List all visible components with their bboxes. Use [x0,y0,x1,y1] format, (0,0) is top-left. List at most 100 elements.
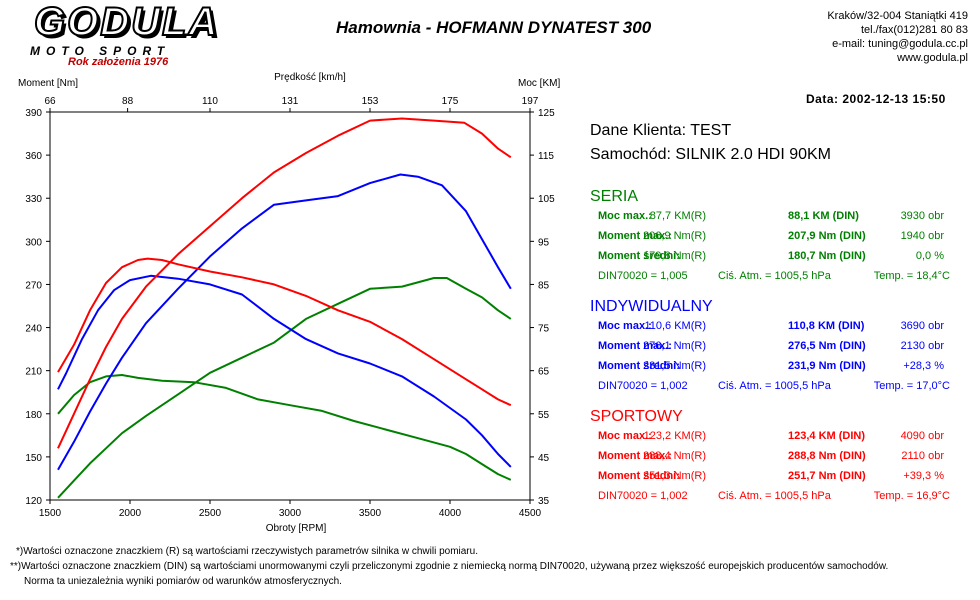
temperature: Temp. = 16,9°C [873,490,950,502]
result-row: Moc max.: 123,2 KM(R) 123,4 KM (DIN) 409… [598,430,958,446]
footnote-din: **)Wartości oznaczone znaczkiem (DIN) są… [10,561,889,572]
y-left-tick-label: 240 [25,324,42,335]
top-tick-label: 110 [202,96,218,107]
temperature: Temp. = 17,0°C [873,380,950,392]
phone: tel./fax(012)281 80 83 [860,24,968,36]
row-value-din: 180,7 Nm (DIN) [788,250,866,262]
row-value-extra: 2130 obr [900,340,944,352]
row-value-extra: +28,3 % [903,360,944,372]
series-seria-power [57,277,512,499]
email-link[interactable]: e-mail: tuning@godula.cc.pl [832,38,968,50]
y-right-tick-label: 85 [538,280,550,291]
result-row: Moc max.: 110,6 KM(R) 110,8 KM (DIN) 369… [598,320,958,336]
section-title-sportowy: SPORTOWY [590,408,683,425]
y-left-tick-label: 360 [25,151,42,162]
top-tick-label: 197 [522,96,539,107]
section-title-seria: SERIA [590,188,639,205]
atm-pressure: Ciś. Atm. = 1005,5 hPa [718,490,831,502]
top-tick-label: 88 [122,96,134,107]
row-value-r: 87,7 KM(R) [649,210,706,222]
result-row: Moment średni: 251,3 Nm(R) 251,7 Nm (DIN… [598,470,958,486]
row-value-din: 276,5 Nm (DIN) [788,340,866,352]
row-value-r: 288,4 Nm(R) [643,450,706,462]
result-row: Moment max.: 276,1 Nm(R) 276,5 Nm (DIN) … [598,340,958,356]
row-value-din: 123,4 KM (DIN) [788,430,866,442]
row-label: Moc max.: [598,430,652,442]
atm-pressure: Ciś. Atm. = 1005,5 hPa [718,270,831,282]
series-sportowy-torque [57,257,512,407]
row-label: Moc max.: [598,210,652,222]
y-right-tick-label: 65 [538,367,550,378]
x-tick-label: 4500 [519,508,542,519]
row-value-extra: 3930 obr [900,210,944,222]
row-value-r: 276,1 Nm(R) [643,340,706,352]
y-right-tick-label: 125 [538,108,555,119]
x-tick-label: 1500 [39,508,62,519]
top-tick-label: 131 [282,96,299,107]
row-label: Moment max.: [598,340,672,352]
row-value-extra: 3690 obr [900,320,944,332]
x-tick-label: 3500 [359,508,382,519]
row-value-din: 231,9 Nm (DIN) [788,360,866,372]
result-row: Moc max.: 87,7 KM(R) 88,1 KM (DIN) 3930 … [598,210,958,226]
series-indywidualny-torque [57,274,512,468]
y-left-tick-label: 180 [25,410,42,421]
series-seria-torque [57,374,512,481]
y-left-tick-label: 150 [25,453,42,464]
result-row: Moment max.: 206,9 Nm(R) 207,9 Nm (DIN) … [598,230,958,246]
y-right-tick-label: 55 [538,410,550,421]
din-row: DIN70020 = 1,002 Ciś. Atm. = 1005,5 hPa … [598,490,958,506]
row-value-extra: 4090 obr [900,430,944,442]
row-value-din: 207,9 Nm (DIN) [788,230,866,242]
y-left-tick-label: 120 [25,496,42,507]
row-value-r: 179,8 Nm(R) [643,250,706,262]
x-axis-label: Obroty [RPM] [266,523,327,534]
footnote-norm: Norma ta uniezależnia wyniki pomiarów od… [24,576,342,587]
din-row: DIN70020 = 1,005 Ciś. Atm. = 1005,5 hPa … [598,270,958,286]
x-tick-label: 2000 [119,508,142,519]
logo: GODULA [33,0,220,44]
x-tick-label: 4000 [439,508,462,519]
top-tick-label: 175 [442,96,459,107]
address: Kraków/32-004 Staniątki 419 [827,10,968,22]
client-name: Dane Klienta: TEST [590,122,732,139]
row-value-extra: +39,3 % [903,470,944,482]
row-value-din: 251,7 Nm (DIN) [788,470,866,482]
test-date: Data: 2002-12-13 15:50 [806,92,946,106]
y-left-tick-label: 300 [25,237,42,248]
y-right-tick-label: 105 [538,194,555,205]
page-title: Hamownia - HOFMANN DYNATEST 300 [336,18,652,37]
row-value-r: 206,9 Nm(R) [643,230,706,242]
y-left-tick-label: 270 [25,280,42,291]
founded-year: Rok założenia 1976 [68,56,169,68]
result-row: Moment średni: 231,5 Nm(R) 231,9 Nm (DIN… [598,360,958,376]
y-left-tick-label: 210 [25,367,42,378]
footnote-r: *)Wartości oznaczone znaczkiem (R) są wa… [16,546,478,557]
din-factor: DIN70020 = 1,002 [598,380,688,392]
row-label: Moment max.: [598,230,672,242]
row-value-extra: 0,0 % [915,250,944,262]
website-link[interactable]: www.godula.pl [897,52,968,64]
series-indywidualny-power [57,173,512,471]
row-value-r: 110,6 KM(R) [644,320,706,332]
row-label: Moment średni: [598,360,680,372]
row-value-din: 110,8 KM (DIN) [788,320,865,332]
din-factor: DIN70020 = 1,005 [598,270,688,282]
plot-frame [49,111,531,501]
series-sportowy-power [57,117,512,449]
y-right-tick-label: 115 [538,151,554,162]
row-label: Moc max.: [598,320,652,332]
row-label: Moment średni: [598,470,680,482]
result-row: Moment średni: 179,8 Nm(R) 180,7 Nm (DIN… [598,250,958,266]
din-factor: DIN70020 = 1,002 [598,490,688,502]
row-value-r: 251,3 Nm(R) [643,470,706,482]
row-value-r: 123,2 KM(R) [643,430,706,442]
row-value-extra: 1940 obr [900,230,944,242]
result-row: Moment max.: 288,4 Nm(R) 288,8 Nm (DIN) … [598,450,958,466]
top-tick-label: 153 [362,96,379,107]
y-right-tick-label: 95 [538,237,550,248]
row-value-extra: 2110 obr [901,450,944,462]
y-right-axis-label: Moc [KM] [518,78,560,89]
temperature: Temp. = 18,4°C [873,270,950,282]
dyno-chart: 1500 2000 2500 3000 3500 4000 4500 120 150 180 210… [18,72,560,534]
